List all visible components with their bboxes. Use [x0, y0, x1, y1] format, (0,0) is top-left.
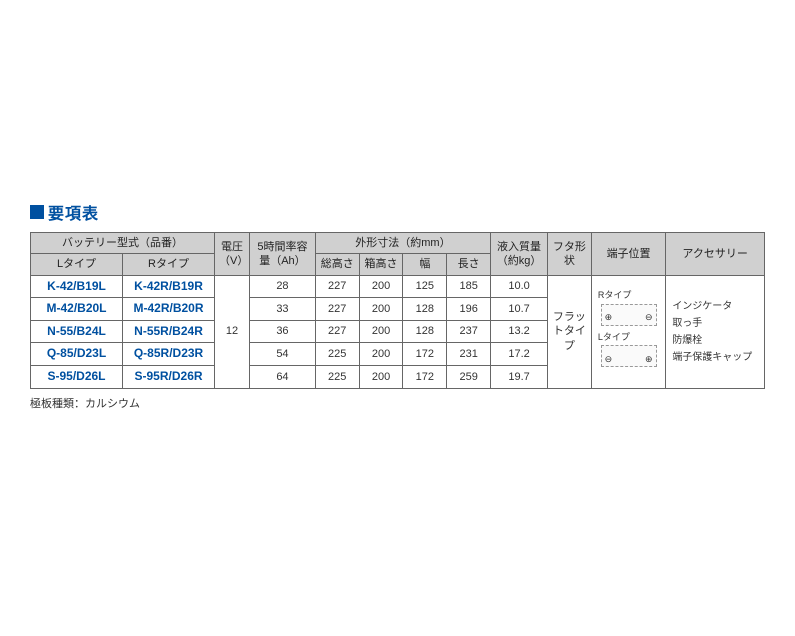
header-width: 幅: [403, 254, 447, 275]
cell-l-type: K-42/B19L: [31, 275, 123, 298]
cell-th: 225: [315, 343, 359, 366]
accessory-item: 端子保護キャップ: [672, 349, 760, 366]
cell-r-type: N-55R/B24R: [123, 320, 215, 343]
accessory-item: 取っ手: [672, 315, 760, 332]
cell-ah: 33: [250, 298, 316, 321]
header-dimensions: 外形寸法（約mm）: [315, 233, 490, 254]
cell-kg: 13.2: [491, 320, 548, 343]
table-body: K-42/B19LK-42R/B19R122822720012518510.0フ…: [31, 275, 765, 388]
cell-len: 259: [447, 365, 491, 388]
cell-bh: 200: [359, 343, 403, 366]
cell-len: 231: [447, 343, 491, 366]
header-lid-shape: フタ形状: [548, 233, 592, 276]
table-row: K-42/B19LK-42R/B19R122822720012518510.0フ…: [31, 275, 765, 298]
section-title: 要項表: [30, 200, 765, 224]
cell-r-type: K-42R/B19R: [123, 275, 215, 298]
spec-table: バッテリー型式（品番） 電圧（V） 5時間率容量（Ah） 外形寸法（約mm） 液…: [30, 232, 765, 389]
cell-kg: 10.7: [491, 298, 548, 321]
cell-w: 128: [403, 298, 447, 321]
cell-th: 227: [315, 275, 359, 298]
cell-bh: 200: [359, 320, 403, 343]
cell-len: 237: [447, 320, 491, 343]
cell-kg: 17.2: [491, 343, 548, 366]
cell-l-type: Q-85/D23L: [31, 343, 123, 366]
title-text: 要項表: [48, 200, 99, 224]
terminal-l-diagram: ⊖⊕: [601, 345, 657, 367]
cell-terminal-position: Rタイプ⊕⊖Lタイプ⊖⊕: [591, 275, 665, 388]
cell-voltage: 12: [215, 275, 250, 388]
header-r-type: Rタイプ: [123, 254, 215, 275]
cell-bh: 200: [359, 275, 403, 298]
title-square-icon: [30, 205, 44, 219]
plus-icon: ⊕: [605, 312, 613, 324]
cell-bh: 200: [359, 365, 403, 388]
cell-th: 225: [315, 365, 359, 388]
header-terminal: 端子位置: [591, 233, 665, 276]
header-box-height: 箱高さ: [359, 254, 403, 275]
header-voltage: 電圧（V）: [215, 233, 250, 276]
cell-th: 227: [315, 298, 359, 321]
cell-ah: 54: [250, 343, 316, 366]
cell-l-type: N-55/B24L: [31, 320, 123, 343]
cell-accessories: インジケータ取っ手防爆栓端子保護キャップ: [666, 275, 765, 388]
cell-w: 125: [403, 275, 447, 298]
cell-w: 172: [403, 365, 447, 388]
accessory-item: インジケータ: [672, 298, 760, 315]
cell-len: 185: [447, 275, 491, 298]
cell-ah: 36: [250, 320, 316, 343]
cell-len: 196: [447, 298, 491, 321]
minus-icon: ⊖: [605, 354, 613, 366]
cell-l-type: M-42/B20L: [31, 298, 123, 321]
header-length: 長さ: [447, 254, 491, 275]
cell-ah: 28: [250, 275, 316, 298]
minus-icon: ⊖: [645, 312, 653, 324]
footnote: 極板種類：カルシウム: [30, 395, 765, 411]
cell-th: 227: [315, 320, 359, 343]
header-capacity: 5時間率容量（Ah）: [250, 233, 316, 276]
header-accessories: アクセサリー: [666, 233, 765, 276]
cell-w: 128: [403, 320, 447, 343]
table-header: バッテリー型式（品番） 電圧（V） 5時間率容量（Ah） 外形寸法（約mm） 液…: [31, 233, 765, 276]
cell-bh: 200: [359, 298, 403, 321]
cell-lid-shape: フラットタイプ: [548, 275, 592, 388]
header-weight: 液入質量（約kg）: [491, 233, 548, 276]
cell-ah: 64: [250, 365, 316, 388]
terminal-l-label: Lタイプ: [596, 332, 661, 344]
cell-kg: 10.0: [491, 275, 548, 298]
header-total-height: 総高さ: [315, 254, 359, 275]
header-l-type: Lタイプ: [31, 254, 123, 275]
accessory-item: 防爆栓: [672, 332, 760, 349]
cell-kg: 19.7: [491, 365, 548, 388]
cell-l-type: S-95/D26L: [31, 365, 123, 388]
cell-w: 172: [403, 343, 447, 366]
terminal-r-label: Rタイプ: [596, 290, 661, 302]
cell-r-type: S-95R/D26R: [123, 365, 215, 388]
plus-icon: ⊕: [645, 354, 653, 366]
header-battery-model: バッテリー型式（品番）: [31, 233, 215, 254]
cell-r-type: Q-85R/D23R: [123, 343, 215, 366]
terminal-r-diagram: ⊕⊖: [601, 304, 657, 326]
cell-r-type: M-42R/B20R: [123, 298, 215, 321]
